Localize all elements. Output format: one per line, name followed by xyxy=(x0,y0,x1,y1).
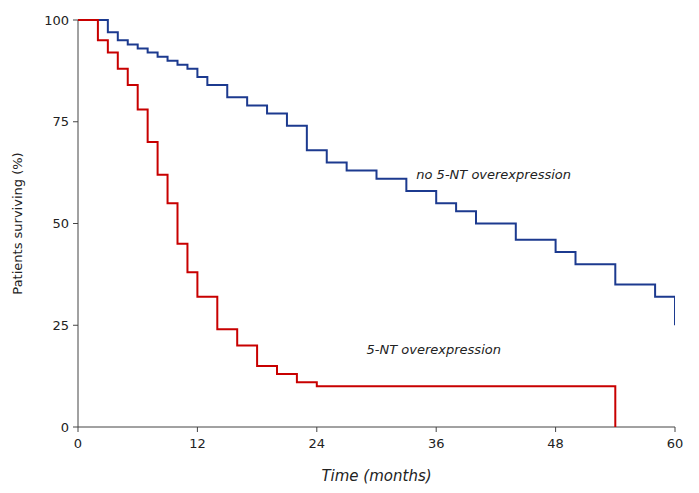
y-tick-label: 100 xyxy=(44,13,69,28)
x-tick xyxy=(675,427,676,432)
y-tick xyxy=(73,223,78,224)
y-tick xyxy=(73,121,78,122)
chart-container: 0 12 24 36 48 60 0 25 50 75 100 Time (months) Patien… xyxy=(0,0,699,493)
x-axis-line xyxy=(78,427,675,428)
annotations: no 5-NT overexpression 5-NT overexpressio… xyxy=(367,167,571,357)
x-tick-label: 0 xyxy=(74,436,82,451)
y-axis-label: Patients surviving (%) xyxy=(10,152,25,294)
y-tick-label: 75 xyxy=(52,114,69,129)
plot-area xyxy=(78,20,675,427)
x-tick-label: 24 xyxy=(309,436,326,451)
x-tick-label: 36 xyxy=(428,436,445,451)
x-tick-label: 48 xyxy=(547,436,564,451)
survival-curve xyxy=(78,20,675,325)
x-tick xyxy=(316,427,317,432)
y-tick-label: 0 xyxy=(61,420,69,435)
x-tick xyxy=(197,427,198,432)
x-tick-label: 12 xyxy=(189,436,206,451)
y-tick xyxy=(73,20,78,21)
axes: 0 12 24 36 48 60 0 25 50 75 100 xyxy=(44,13,683,452)
x-tick xyxy=(78,427,79,432)
x-axis-label: Time (months) xyxy=(321,467,431,485)
survival-curve xyxy=(78,20,615,427)
y-tick xyxy=(73,325,78,326)
y-tick-label: 50 xyxy=(52,216,69,231)
y-tick xyxy=(73,427,78,428)
chart-svg: 0 12 24 36 48 60 0 25 50 75 100 Time (months) Patien… xyxy=(0,0,699,493)
annotation: no 5-NT overexpression xyxy=(416,167,571,182)
x-tick xyxy=(436,427,437,432)
x-tick-label: 60 xyxy=(667,436,684,451)
annotation: 5-NT overexpression xyxy=(367,342,501,357)
y-tick-label: 25 xyxy=(52,318,69,333)
x-tick xyxy=(555,427,556,432)
